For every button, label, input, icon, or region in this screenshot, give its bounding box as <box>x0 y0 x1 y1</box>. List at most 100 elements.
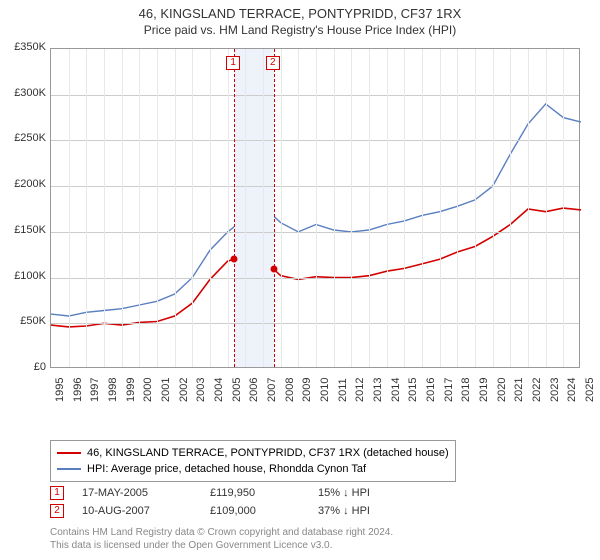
legend-swatch <box>57 468 81 470</box>
event-row: 1 17-MAY-2005 £119,950 15% ↓ HPI <box>50 484 370 502</box>
gridline-h <box>51 232 579 233</box>
gridline-v <box>404 49 405 367</box>
gridline-v <box>563 49 564 367</box>
gridline-v <box>263 49 264 367</box>
title-block: 46, KINGSLAND TERRACE, PONTYPRIDD, CF37 … <box>0 0 600 39</box>
gridline-v <box>104 49 105 367</box>
xtick-label: 2000 <box>142 378 154 402</box>
xtick-label: 2007 <box>266 378 278 402</box>
gridline-v <box>457 49 458 367</box>
event-delta: 37% ↓ HPI <box>318 505 370 517</box>
gridline-v <box>298 49 299 367</box>
xtick-label: 1995 <box>54 378 66 402</box>
ytick-label: £50K <box>2 315 46 327</box>
event-marker <box>231 256 238 263</box>
gridline-v <box>334 49 335 367</box>
legend-item: 46, KINGSLAND TERRACE, PONTYPRIDD, CF37 … <box>57 445 449 461</box>
events-table: 117-MAY-2005£119,95015% ↓ HPI210-AUG-200… <box>50 484 370 520</box>
gridline-v <box>475 49 476 367</box>
event-callout: 1 <box>226 56 240 70</box>
gridline-v <box>122 49 123 367</box>
xtick-label: 2011 <box>337 378 349 402</box>
xtick-label: 2003 <box>195 378 207 402</box>
xtick-label: 2015 <box>407 378 419 402</box>
gridline-h <box>51 95 579 96</box>
xtick-label: 2009 <box>301 378 313 402</box>
gridline-v <box>351 49 352 367</box>
legend-swatch <box>57 452 81 454</box>
ytick-label: £350K <box>2 41 46 53</box>
xtick-label: 2021 <box>513 378 525 402</box>
gridline-v <box>245 49 246 367</box>
title-address: 46, KINGSLAND TERRACE, PONTYPRIDD, CF37 … <box>0 6 600 21</box>
footer: Contains HM Land Registry data © Crown c… <box>50 526 393 552</box>
gridline-v <box>369 49 370 367</box>
footer-line-2: This data is licensed under the Open Gov… <box>50 539 393 552</box>
gridline-h <box>51 186 579 187</box>
gridline-v <box>387 49 388 367</box>
footer-line-1: Contains HM Land Registry data © Crown c… <box>50 526 393 539</box>
gridline-v <box>440 49 441 367</box>
legend-label: HPI: Average price, detached house, Rhon… <box>87 461 366 477</box>
event-row: 210-AUG-2007£109,00037% ↓ HPI <box>50 502 370 520</box>
xtick-label: 2010 <box>319 378 331 402</box>
event-line <box>234 49 235 367</box>
ytick-label: £150K <box>2 224 46 236</box>
xtick-label: 1999 <box>125 378 137 402</box>
chart-container: 46, KINGSLAND TERRACE, PONTYPRIDD, CF37 … <box>0 0 600 560</box>
gridline-v <box>69 49 70 367</box>
xtick-label: 2013 <box>372 378 384 402</box>
ytick-label: £0 <box>2 361 46 373</box>
xtick-label: 2002 <box>178 378 190 402</box>
xtick-label: 2017 <box>443 378 455 402</box>
highlight-band <box>234 49 274 367</box>
plot-area <box>50 48 580 368</box>
legend-label: 46, KINGSLAND TERRACE, PONTYPRIDD, CF37 … <box>87 445 449 461</box>
xtick-label: 2005 <box>231 378 243 402</box>
gridline-v <box>546 49 547 367</box>
gridline-v <box>192 49 193 367</box>
title-subtitle: Price paid vs. HM Land Registry's House … <box>0 23 600 37</box>
ytick-label: £300K <box>2 87 46 99</box>
xtick-label: 2018 <box>460 378 472 402</box>
xtick-label: 2022 <box>531 378 543 402</box>
xtick-label: 2023 <box>549 378 561 402</box>
gridline-v <box>228 49 229 367</box>
event-marker <box>270 266 277 273</box>
xtick-label: 1997 <box>89 378 101 402</box>
ytick-label: £250K <box>2 132 46 144</box>
event-price: £119,950 <box>210 487 300 499</box>
xtick-label: 2006 <box>248 378 260 402</box>
event-delta: 15% ↓ HPI <box>318 487 370 499</box>
event-date: 10-AUG-2007 <box>82 505 192 517</box>
xtick-label: 2008 <box>284 378 296 402</box>
gridline-v <box>210 49 211 367</box>
xtick-label: 2019 <box>478 378 490 402</box>
legend-item: HPI: Average price, detached house, Rhon… <box>57 461 449 477</box>
gridline-h <box>51 278 579 279</box>
legend: 46, KINGSLAND TERRACE, PONTYPRIDD, CF37 … <box>50 440 456 482</box>
gridline-v <box>281 49 282 367</box>
event-date: 17-MAY-2005 <box>82 487 192 499</box>
gridline-v <box>510 49 511 367</box>
gridline-v <box>157 49 158 367</box>
event-callout: 2 <box>266 56 280 70</box>
xtick-label: 2014 <box>390 378 402 402</box>
event-price: £109,000 <box>210 505 300 517</box>
xtick-label: 2004 <box>213 378 225 402</box>
gridline-v <box>493 49 494 367</box>
event-number-box: 1 <box>50 486 64 500</box>
gridline-h <box>51 323 579 324</box>
gridline-v <box>139 49 140 367</box>
xtick-label: 1996 <box>72 378 84 402</box>
gridline-v <box>175 49 176 367</box>
gridline-h <box>51 140 579 141</box>
gridline-v <box>422 49 423 367</box>
ytick-label: £200K <box>2 178 46 190</box>
event-line <box>274 49 275 367</box>
xtick-label: 2001 <box>160 378 172 402</box>
xtick-label: 2016 <box>425 378 437 402</box>
xtick-label: 2024 <box>566 378 578 402</box>
xtick-label: 1998 <box>107 378 119 402</box>
xtick-label: 2025 <box>584 378 596 402</box>
